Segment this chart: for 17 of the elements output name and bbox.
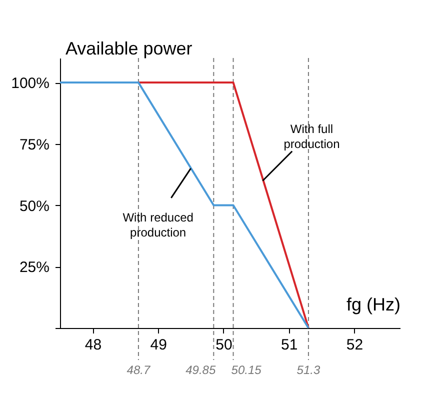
x-tick-label: 51 (281, 336, 298, 354)
x-tick-label: 48 (84, 336, 102, 354)
x-axis-title: fg (Hz) (346, 294, 400, 314)
annotation: With reduced production (122, 210, 194, 240)
ref-line-label: 51.3 (296, 363, 320, 377)
x-tick-label: 50 (216, 336, 232, 354)
y-axis-title: Available power (66, 38, 192, 58)
x-tick-label: 49 (150, 336, 167, 354)
ref-line-label: 48.7 (126, 363, 152, 377)
y-tick-label: 50% (19, 198, 50, 215)
annotation: With full production (284, 122, 340, 152)
ref-line-label: 49.85 (186, 363, 216, 377)
ref-line-label: 50.15 (231, 363, 262, 377)
y-tick-label: 75% (19, 136, 50, 154)
y-tick-label: 25% (19, 259, 50, 276)
y-tick-label: 100% (11, 75, 50, 92)
x-tick-label: 52 (346, 336, 364, 354)
